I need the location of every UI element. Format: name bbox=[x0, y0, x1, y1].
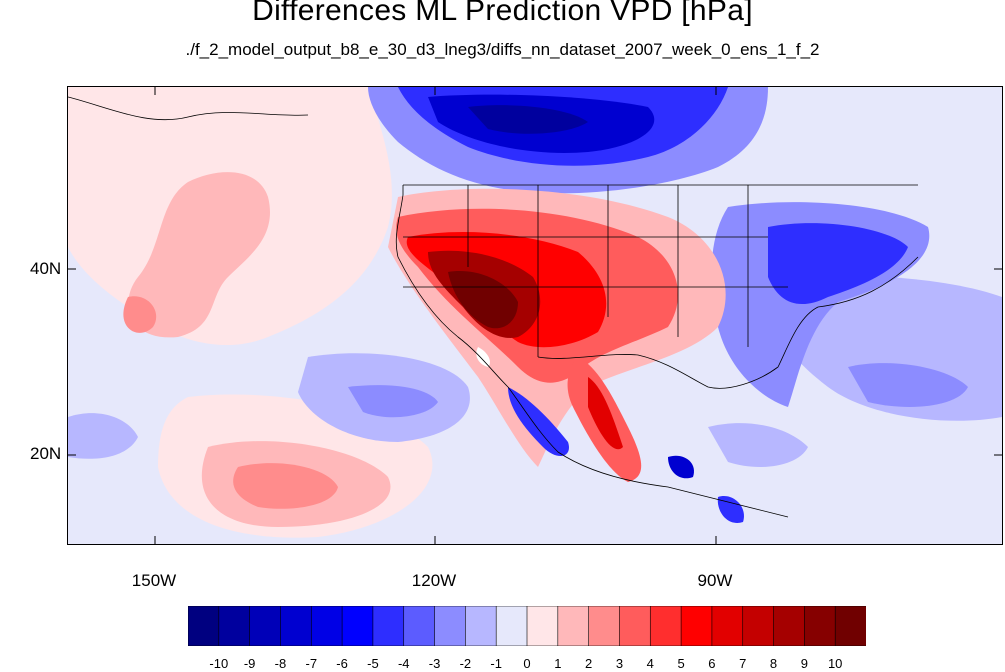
colorbar-swatch bbox=[310, 606, 343, 646]
colorbar-swatch bbox=[249, 606, 282, 646]
lon-label-150w: 150W bbox=[131, 571, 177, 590]
colorbar-tick-label: 3 bbox=[615, 656, 624, 671]
colorbar-swatch bbox=[773, 606, 806, 646]
colorbar bbox=[188, 606, 866, 646]
colorbar-tick-label: -7 bbox=[305, 656, 318, 671]
colorbar-tick-label: -8 bbox=[274, 656, 287, 671]
colorbar-swatch bbox=[403, 606, 436, 646]
colorbar-swatch bbox=[526, 606, 559, 646]
map-canvas bbox=[68, 87, 1002, 544]
colorbar-tick-label: -1 bbox=[490, 656, 502, 671]
colorbar-swatch bbox=[619, 606, 652, 646]
colorbar-tick-label: 10 bbox=[827, 656, 843, 671]
colorbar-swatch bbox=[588, 606, 621, 646]
colorbar-tick-label: 5 bbox=[677, 656, 685, 671]
colorbar-swatch bbox=[434, 606, 467, 646]
colorbar-swatch bbox=[711, 606, 744, 646]
colorbar-swatch bbox=[280, 606, 313, 646]
colorbar-swatch bbox=[218, 606, 251, 646]
colorbar-swatch bbox=[680, 606, 713, 646]
colorbar-tick-label: 6 bbox=[708, 656, 716, 671]
colorbar-tick-label: -5 bbox=[367, 656, 379, 671]
colorbar-tick-label: 0 bbox=[523, 656, 531, 671]
colorbar-swatch bbox=[495, 606, 528, 646]
colorbar-tick-label: 7 bbox=[739, 656, 747, 671]
colorbar-tick-label: 9 bbox=[800, 656, 808, 671]
colorbar-tick-label: 2 bbox=[585, 656, 593, 671]
colorbar-swatch bbox=[649, 606, 682, 646]
colorbar-tick-label: 8 bbox=[769, 656, 778, 671]
colorbar-swatch bbox=[804, 606, 836, 646]
colorbar-swatch bbox=[557, 606, 590, 646]
colorbar-tick-label: -2 bbox=[459, 656, 472, 671]
vpd-difference-map bbox=[67, 86, 1003, 545]
colorbar-tick-label: -3 bbox=[428, 656, 441, 671]
colorbar-swatch bbox=[372, 606, 405, 646]
map-subtitle: ./f_2_model_output_b8_e_30_d3_lneg3/diff… bbox=[185, 40, 820, 59]
lat-label-40n: 40N bbox=[30, 259, 62, 278]
colorbar-swatch bbox=[341, 606, 374, 646]
colorbar-tick-label: -9 bbox=[243, 656, 256, 671]
lat-label-20n: 20N bbox=[30, 444, 62, 463]
colorbar-tick-label: -10 bbox=[209, 656, 229, 671]
colorbar-swatch bbox=[465, 606, 497, 646]
colorbar-swatch bbox=[742, 606, 775, 646]
colorbar-swatch bbox=[834, 606, 866, 646]
colorbar-tick-label: -4 bbox=[397, 656, 410, 671]
colorbar-tick-label: 1 bbox=[554, 656, 562, 671]
colorbar-tick-label: -6 bbox=[336, 656, 348, 671]
colorbar-swatch bbox=[188, 606, 220, 646]
lon-label-120w: 120W bbox=[411, 571, 457, 590]
lon-label-90w: 90W bbox=[697, 571, 733, 590]
colorbar-tick-label: 4 bbox=[646, 656, 654, 671]
map-title: Differences ML Prediction VPD [hPa] bbox=[252, 0, 753, 27]
